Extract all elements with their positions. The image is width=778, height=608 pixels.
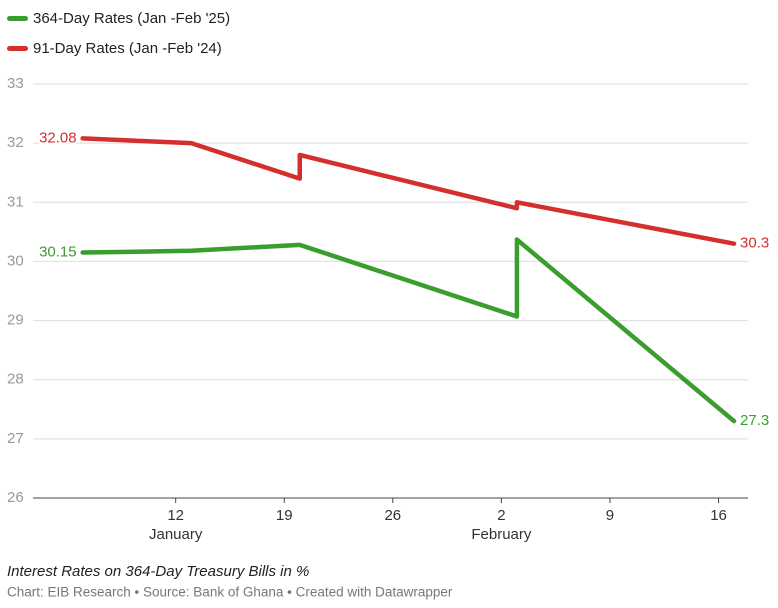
y-tick-label: 28 — [7, 371, 24, 388]
caption: Interest Rates on 364-Day Treasury Bills… — [7, 563, 309, 580]
x-tick-label: 26 — [384, 507, 401, 524]
x-tick-label: 19 — [276, 507, 293, 524]
source: Chart: EIB Research • Source: Bank of Gh… — [7, 585, 453, 600]
y-tick-label: 32 — [7, 134, 24, 151]
legend-label: 364-Day Rates (Jan -Feb '25) — [33, 10, 230, 27]
legend-label: 91-Day Rates (Jan -Feb '24) — [33, 40, 222, 57]
data-label: 30.3 — [740, 235, 769, 252]
x-tick-label: 12 — [167, 507, 184, 524]
x-tick-label: 9 — [606, 507, 614, 524]
y-tick-label: 26 — [7, 489, 24, 506]
month-label: February — [471, 526, 532, 543]
x-tick-label: 2 — [497, 507, 505, 524]
data-label: 30.15 — [39, 244, 77, 261]
y-tick-label: 30 — [7, 252, 24, 269]
y-tick-label: 31 — [7, 193, 24, 210]
y-tick-label: 29 — [7, 312, 24, 329]
series-line — [80, 136, 737, 246]
series-line — [80, 237, 737, 424]
x-tick-label: 16 — [710, 507, 727, 524]
data-label: 27.3 — [740, 412, 769, 429]
y-tick-label: 33 — [7, 75, 24, 92]
legend-swatch — [7, 46, 28, 51]
month-label: January — [149, 526, 203, 543]
y-tick-label: 27 — [7, 430, 24, 447]
data-label: 32.08 — [39, 129, 77, 146]
legend-swatch — [7, 16, 28, 21]
